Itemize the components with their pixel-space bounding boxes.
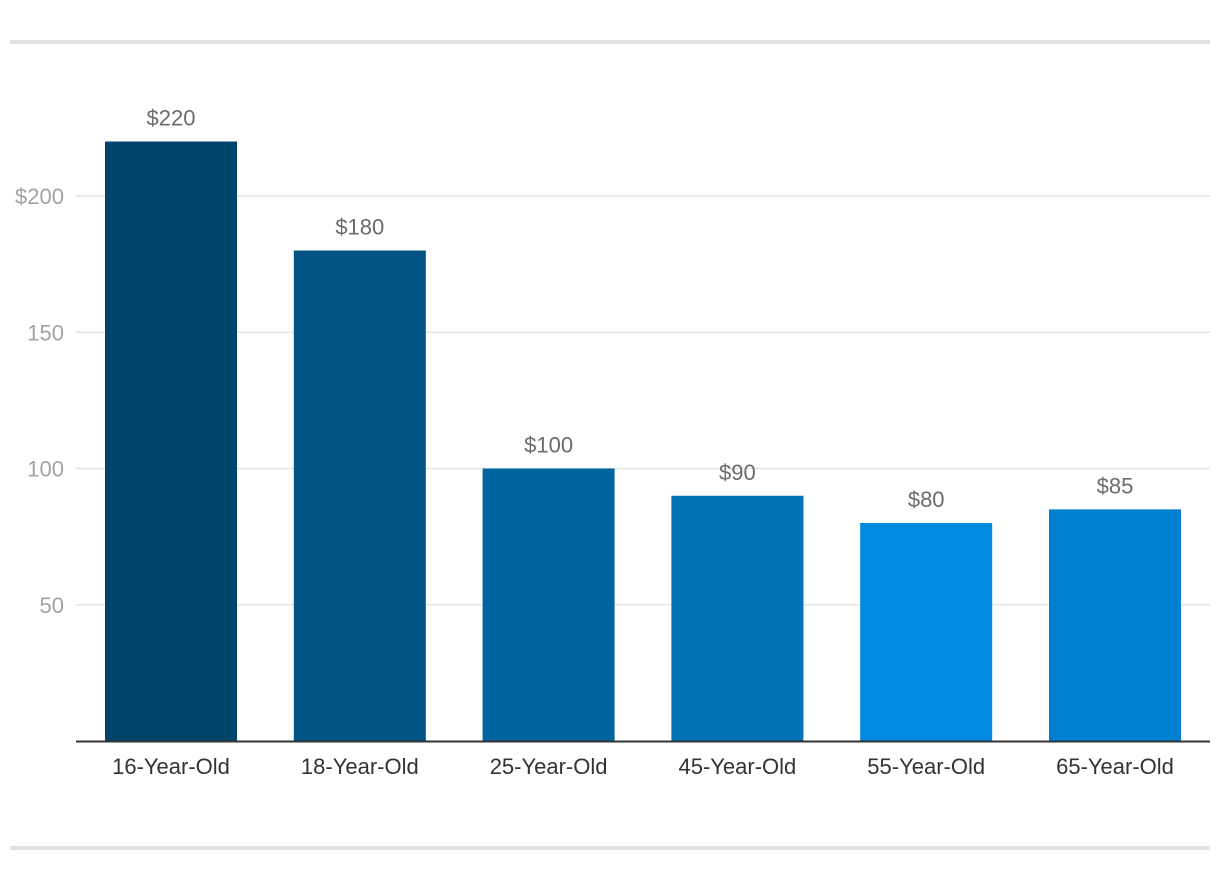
x-tick-label-18-year-old: 18-Year-Old (301, 754, 419, 779)
y-tick-label-200: $200 (15, 184, 64, 209)
bar-18-year-old (293, 250, 426, 741)
y-tick-label-100: 100 (27, 457, 64, 482)
bar-45-year-old (671, 495, 804, 741)
x-tick-label-25-year-old: 25-Year-Old (490, 754, 608, 779)
x-axis-category-labels: 16-Year-Old 18-Year-Old 25-Year-Old 45-Year… (112, 754, 1174, 779)
data-label-16-year-old: $220 (147, 106, 196, 131)
data-label-45-year-old: $90 (719, 460, 756, 485)
top-divider (10, 40, 1210, 44)
data-label-25-year-old: $100 (524, 433, 573, 458)
bars (105, 141, 1181, 741)
y-tick-label-50: 50 (40, 593, 64, 618)
bar-25-year-old (482, 468, 615, 741)
x-tick-label-16-year-old: 16-Year-Old (112, 754, 230, 779)
data-label-65-year-old: $85 (1097, 473, 1134, 498)
y-axis-tick-labels: 50 100 150 $200 (15, 184, 64, 618)
y-tick-label-150: 150 (27, 320, 64, 345)
bottom-divider (10, 846, 1210, 850)
x-tick-label-55-year-old: 55-Year-Old (867, 754, 985, 779)
x-tick-label-65-year-old: 65-Year-Old (1056, 754, 1174, 779)
bar-65-year-old (1049, 509, 1181, 741)
bar-55-year-old (860, 523, 993, 741)
data-label-18-year-old: $180 (335, 215, 384, 240)
data-label-55-year-old: $80 (908, 487, 945, 512)
bar-16-year-old (105, 141, 237, 741)
gridlines (76, 195, 1210, 606)
data-labels: $220 $180 $100 $90 $80 $85 (147, 106, 1134, 513)
x-tick-label-45-year-old: 45-Year-Old (678, 754, 796, 779)
